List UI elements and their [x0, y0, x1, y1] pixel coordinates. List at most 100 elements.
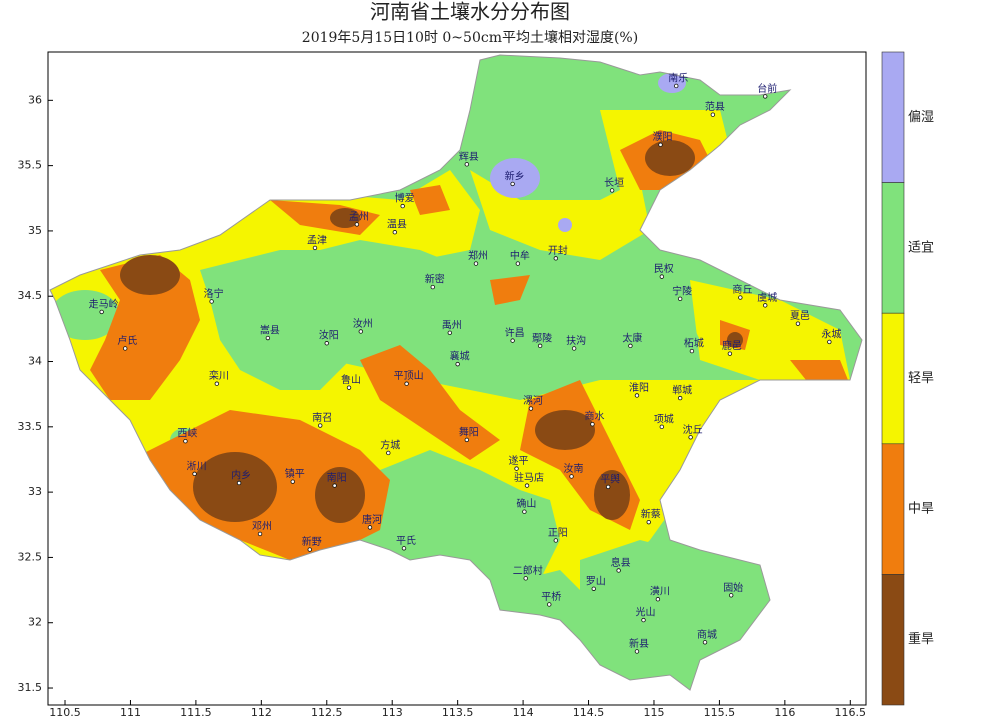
station-dot	[634, 649, 640, 654]
station-dot	[677, 395, 683, 401]
x-tick-label: 111	[120, 706, 141, 719]
station-name: 许昌	[505, 327, 525, 339]
x-tick-label: 110.5	[49, 706, 81, 719]
station-dot	[591, 586, 596, 591]
station-dot	[634, 393, 640, 398]
station-name: 鄢陵	[532, 332, 552, 344]
axes: 110.5 111 111.5 112 112.5 113 113.5 114 114.5 115…	[18, 93, 867, 719]
station-dot	[702, 640, 708, 645]
station-dot	[209, 299, 214, 304]
x-tick-label: 115.5	[704, 706, 736, 719]
station-dot	[590, 422, 595, 427]
station-dot	[688, 435, 693, 440]
station-dot	[523, 576, 528, 581]
y-tick-label: 34.5	[18, 289, 43, 302]
station-dot	[553, 538, 559, 543]
station-name: 南召	[312, 411, 332, 424]
station-name: 走马岭	[89, 297, 119, 310]
y-tick-label: 34	[28, 355, 42, 368]
station-name: 二郎村	[513, 564, 543, 577]
y-tick-label: 33.5	[18, 420, 43, 433]
station-dot	[628, 343, 633, 349]
wet-zones	[490, 73, 686, 232]
station-name: 平舆	[600, 472, 620, 485]
station-dot	[763, 303, 768, 308]
station-dot	[346, 385, 352, 390]
map-subtitle: 2019年5月15日10时 0~50cm平均土壤相对湿度(%)	[302, 29, 638, 46]
station-name: 光山	[636, 606, 656, 619]
station-name: 汝阳	[319, 329, 339, 342]
station-dot	[689, 348, 695, 354]
station-dot	[447, 330, 453, 335]
station-dot	[571, 346, 577, 351]
x-tick-label: 113.5	[442, 706, 474, 719]
station-dot	[324, 341, 329, 346]
station-dot	[192, 471, 197, 477]
x-tick-label: 111.5	[180, 706, 212, 719]
station-dot	[553, 256, 559, 261]
y-tick-label: 35.5	[18, 159, 43, 172]
station-name: 漯河	[523, 395, 543, 407]
station-name: 长垣	[604, 177, 624, 189]
station-name: 濮阳	[653, 130, 673, 143]
station-name: 襄城	[450, 350, 470, 363]
station-dot	[827, 339, 832, 345]
station-name: 新乡	[505, 169, 525, 182]
station-name: 开封	[548, 244, 568, 257]
station-dot	[795, 321, 801, 326]
station-name: 新密	[425, 273, 445, 286]
station-dot	[510, 181, 515, 187]
station-name: 郑州	[468, 249, 488, 262]
station-dot	[386, 450, 391, 456]
station-name: 商水	[584, 410, 604, 423]
station-name: 固始	[723, 581, 743, 594]
station-name: 南阳	[327, 471, 347, 484]
station-name: 洛宁	[204, 287, 224, 300]
station-name: 罗山	[586, 575, 606, 587]
station-dot	[659, 274, 665, 279]
station-dot	[609, 188, 615, 193]
station-name: 鹿邑	[722, 339, 742, 352]
station-dot	[367, 525, 373, 530]
station-name: 新野	[302, 535, 322, 548]
y-tick-label: 32.5	[18, 550, 43, 563]
station-dot	[547, 602, 552, 607]
station-name: 博爱	[395, 192, 415, 205]
station-name: 扶沟	[566, 334, 586, 347]
y-tick-label: 32	[28, 616, 42, 629]
x-tick-label: 112.5	[311, 706, 343, 719]
station-name: 温县	[387, 219, 407, 231]
station-name: 新县	[629, 637, 649, 650]
station-dot	[354, 222, 360, 227]
station-dot	[763, 94, 768, 99]
x-tick-label: 112	[251, 706, 272, 719]
station-dot	[332, 483, 337, 488]
station-dot	[455, 361, 460, 367]
station-dot	[290, 479, 295, 484]
station-name: 正阳	[548, 527, 568, 539]
station-dot	[738, 295, 743, 300]
station-name: 唐河	[362, 513, 382, 526]
station-name: 嵩县	[260, 325, 280, 337]
station-name: 太康	[622, 331, 642, 344]
station-name: 平氏	[396, 535, 416, 547]
station-name: 息县	[611, 556, 631, 569]
station-dot	[400, 203, 405, 209]
station-dot	[464, 162, 470, 167]
station-name: 夏邑	[790, 310, 810, 322]
station-dot	[616, 568, 621, 573]
station-name: 汝州	[353, 317, 373, 330]
station-dot	[123, 346, 128, 351]
station-name: 邓州	[252, 520, 272, 532]
map-title: 河南省土壤水分分布图	[370, 0, 570, 24]
station-dot	[569, 474, 574, 479]
station-dot	[646, 519, 651, 525]
station-name: 潢川	[650, 585, 670, 598]
station-name: 汝南	[564, 462, 584, 475]
station-name: 镇平	[285, 467, 305, 480]
legend-swatch	[881, 312, 905, 445]
station-name: 商城	[697, 628, 717, 641]
